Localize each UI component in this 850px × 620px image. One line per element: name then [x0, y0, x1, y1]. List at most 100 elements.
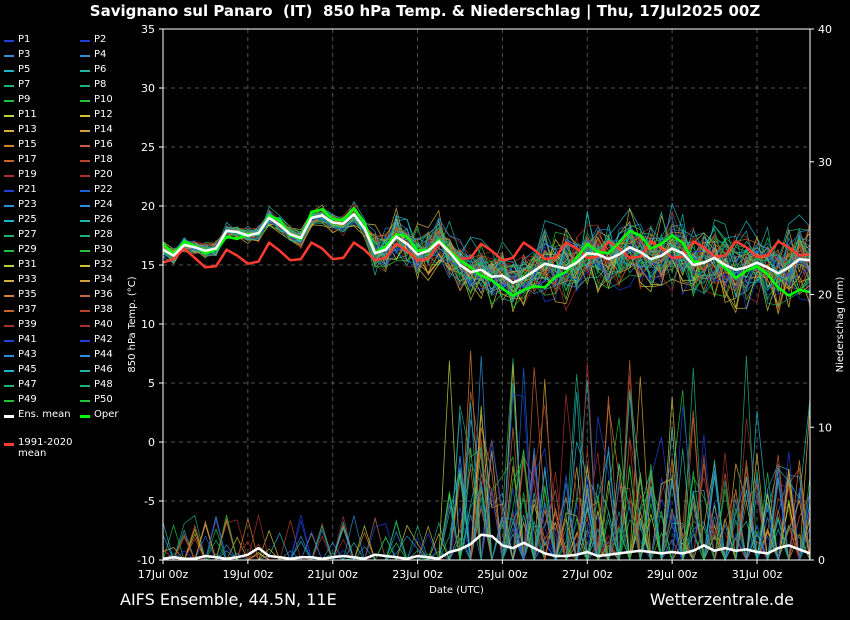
y-axis-label: 850 hPa Temp. (°C)	[127, 276, 138, 372]
legend-swatch	[80, 85, 90, 87]
legend-label: P38	[94, 304, 113, 315]
legend-label: P17	[18, 154, 37, 165]
legend-label: P20	[94, 169, 113, 180]
legend-label: P30	[94, 244, 113, 255]
legend-label: P42	[94, 334, 113, 345]
y-tick-label: 30	[141, 82, 155, 95]
legend-swatch	[4, 160, 14, 162]
legend-swatch	[80, 130, 90, 132]
legend-label: P44	[94, 349, 113, 360]
member-temp-line-p30	[162, 214, 811, 309]
y2-tick-label: 0	[818, 554, 825, 567]
legend-swatch	[4, 220, 14, 222]
x-tick-label: 21Jul 00z	[307, 568, 358, 581]
legend-label: P47	[18, 379, 37, 390]
climatology-line	[162, 240, 811, 269]
legend-swatch	[80, 340, 90, 342]
legend-label: P15	[18, 139, 37, 150]
axes: -10 -5 0 5 10 15 20 25 30 35 0 10 20 30 40 17Jul 00z 19J…	[127, 23, 846, 596]
legend-swatch	[80, 220, 90, 222]
legend-swatch	[4, 205, 14, 207]
main-lines	[162, 207, 811, 560]
legend-swatch	[80, 40, 90, 42]
y2-tick-label: 20	[818, 289, 832, 302]
legend-label: P36	[94, 289, 113, 300]
legend-swatch	[4, 443, 14, 446]
legend-label: P50	[94, 394, 113, 405]
legend-label: P49	[18, 394, 37, 405]
legend-label: P45	[18, 364, 37, 375]
legend-label: P27	[18, 229, 37, 240]
legend-swatch	[80, 115, 90, 117]
y2-tick-label: 30	[818, 156, 832, 169]
legend-swatch	[80, 190, 90, 192]
legend-swatch	[4, 100, 14, 102]
legend-label: P48	[94, 379, 113, 390]
legend-label: P8	[94, 79, 107, 90]
legend-swatch	[80, 250, 90, 252]
legend-swatch	[4, 280, 14, 282]
legend-label: P37	[18, 304, 37, 315]
legend-label: P32	[94, 259, 113, 270]
y-tick-label: 10	[141, 318, 155, 331]
legend-label: P2	[94, 34, 107, 45]
legend-swatch	[4, 235, 14, 237]
legend-swatch	[4, 175, 14, 177]
legend-label: P41	[18, 334, 37, 345]
legend-label: P33	[18, 274, 37, 285]
legend-label: P40	[94, 319, 113, 330]
legend-label: P39	[18, 319, 37, 330]
legend-label: P1	[18, 34, 31, 45]
footer-site: Wetterzentrale.de	[649, 590, 794, 609]
legend-label: P28	[94, 229, 113, 240]
y-tick-label: 35	[141, 23, 155, 36]
footer-model-info: AIFS Ensemble, 44.5N, 11E	[120, 590, 337, 609]
legend-swatch	[4, 325, 14, 327]
legend: P1 P2 P3 P4 P5 P6 P7 P8 P9 P10 P11 P12 P13 P14 P15 P16 P…	[0, 0, 130, 480]
legend-label: P19	[18, 169, 37, 180]
legend-swatch	[4, 145, 14, 147]
legend-swatch	[80, 70, 90, 72]
legend-label: P22	[94, 184, 113, 195]
legend-label: P21	[18, 184, 37, 195]
legend-swatch	[4, 40, 14, 42]
ens-mean-temp-line	[162, 213, 811, 284]
legend-swatch	[4, 355, 14, 357]
legend-label: Ens. mean	[18, 409, 71, 420]
legend-swatch	[4, 310, 14, 312]
legend-swatch	[80, 100, 90, 102]
y-tick-label: -10	[137, 554, 155, 567]
x-tick-label: 27Jul 00z	[562, 568, 613, 581]
y-tick-label: 0	[148, 436, 155, 449]
legend-swatch	[4, 295, 14, 297]
legend-label: P25	[18, 214, 37, 225]
legend-swatch	[80, 280, 90, 282]
legend-label: P29	[18, 244, 37, 255]
legend-label: P4	[94, 49, 107, 60]
legend-label: 1991-2020 mean	[18, 437, 73, 459]
member-temp-line-p26	[162, 205, 811, 293]
legend-swatch	[80, 370, 90, 372]
legend-swatch	[4, 265, 14, 267]
legend-swatch	[4, 400, 14, 402]
legend-swatch	[80, 175, 90, 177]
legend-label: P46	[94, 364, 113, 375]
legend-swatch	[80, 235, 90, 237]
ens-mean-precip-line	[162, 533, 811, 560]
legend-swatch	[80, 145, 90, 147]
y-tick-label: 5	[148, 377, 155, 390]
x-tick-label: 31Jul 00z	[732, 568, 783, 581]
legend-swatch	[80, 355, 90, 357]
legend-label: P34	[94, 274, 113, 285]
legend-label: P3	[18, 49, 31, 60]
legend-label: P6	[94, 64, 107, 75]
legend-swatch	[80, 385, 90, 387]
legend-label: P10	[94, 94, 113, 105]
legend-swatch	[80, 160, 90, 162]
legend-label: P35	[18, 289, 37, 300]
legend-label: P43	[18, 349, 37, 360]
legend-label: P23	[18, 199, 37, 210]
legend-label: P12	[94, 109, 113, 120]
y2-tick-label: 10	[818, 421, 832, 434]
